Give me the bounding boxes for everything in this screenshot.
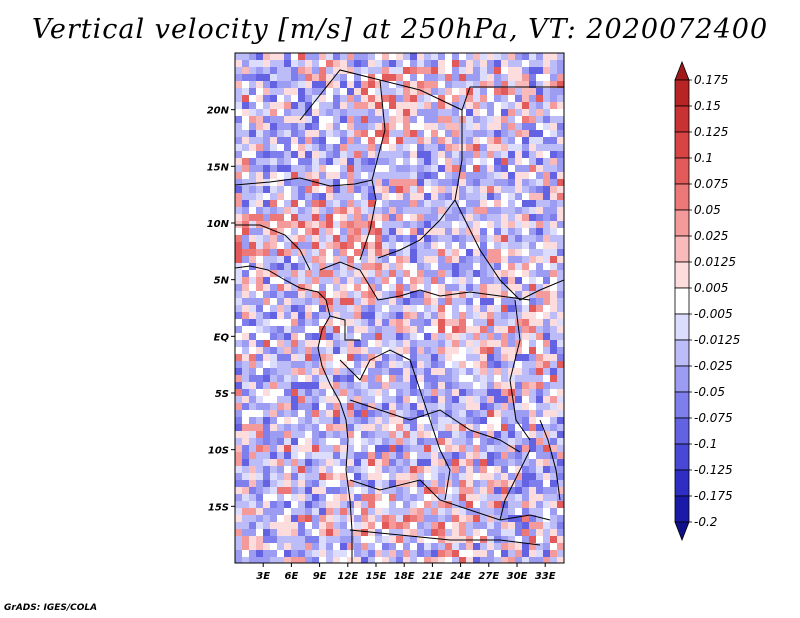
colorbar-label: -0.0125 bbox=[694, 333, 740, 347]
colorbar-label: -0.075 bbox=[694, 411, 733, 425]
lat-tick-label: 10S bbox=[208, 446, 229, 457]
colorbar-label: 0.175 bbox=[694, 73, 728, 87]
lon-tick-label: 12E bbox=[337, 571, 358, 582]
lat-tick-label: 5N bbox=[214, 276, 230, 287]
colorbar-segment bbox=[674, 365, 690, 393]
lon-tick-label: 27E bbox=[478, 571, 499, 582]
lon-tick-label: 30E bbox=[507, 571, 528, 582]
colorbar-label: 0.05 bbox=[694, 203, 721, 217]
colorbar-label: -0.2 bbox=[694, 515, 717, 529]
latitude-axis: 20N 15N 10N 5N EQ 5S 10S 15S bbox=[207, 106, 235, 513]
colorbar-segment bbox=[674, 287, 690, 315]
vertical-velocity-field bbox=[235, 53, 564, 563]
colorbar-top-arrow bbox=[674, 60, 690, 81]
colorbar-label: -0.125 bbox=[694, 463, 733, 477]
colorbar-label: 0.15 bbox=[694, 99, 721, 113]
lat-tick-label: 5S bbox=[215, 389, 229, 400]
lon-tick-label: 33E bbox=[535, 571, 556, 582]
colorbar-label: 0.005 bbox=[694, 281, 728, 295]
colorbar-label: 0.1 bbox=[694, 151, 713, 165]
lat-tick-label: 20N bbox=[207, 106, 230, 117]
colorbar: 0.175 0.15 0.125 0.1 0.075 0.05 0.025 0.0125 0.0… bbox=[674, 60, 740, 542]
lat-tick-label: 15N bbox=[207, 162, 230, 173]
colorbar-segment bbox=[674, 131, 690, 159]
colorbar-segment bbox=[674, 313, 690, 341]
colorbar-label: 0.075 bbox=[694, 177, 728, 191]
colorbar-segment bbox=[674, 157, 690, 185]
lat-tick-label: 15S bbox=[208, 502, 229, 513]
colorbar-segment bbox=[674, 79, 690, 107]
colorbar-label: -0.025 bbox=[694, 359, 733, 373]
lon-tick-label: 15E bbox=[366, 571, 387, 582]
credit-text: GrADS: IGES/COLA bbox=[4, 603, 98, 613]
lon-tick-label: 21E bbox=[422, 571, 443, 582]
lon-tick-label: 9E bbox=[313, 571, 327, 582]
colorbar-label: -0.1 bbox=[694, 437, 717, 451]
colorbar-segment bbox=[674, 495, 690, 523]
colorbar-label: 0.125 bbox=[694, 125, 728, 139]
colorbar-segment bbox=[674, 391, 690, 419]
colorbar-label: 0.0125 bbox=[694, 255, 736, 269]
colorbar-bottom-arrow bbox=[674, 521, 690, 542]
colorbar-label: -0.05 bbox=[694, 385, 725, 399]
colorbar-segment bbox=[674, 209, 690, 237]
chart-title: Vertical velocity [m/s] at 250hPa, VT: 2… bbox=[31, 14, 769, 45]
lat-tick-label: 10N bbox=[207, 219, 230, 230]
lon-tick-label: 6E bbox=[285, 571, 299, 582]
colorbar-label: 0.025 bbox=[694, 229, 728, 243]
colorbar-label: -0.005 bbox=[694, 307, 733, 321]
lon-tick-label: 3E bbox=[256, 571, 270, 582]
colorbar-segment bbox=[674, 469, 690, 497]
colorbar-segment bbox=[674, 443, 690, 471]
colorbar-segment bbox=[674, 235, 690, 263]
colorbar-segment bbox=[674, 105, 690, 133]
colorbar-label: -0.175 bbox=[694, 489, 733, 503]
longitude-axis: 3E 6E 9E 12E 15E 18E 21E 24E 27E 30E 33E bbox=[256, 563, 556, 582]
map-border bbox=[234, 52, 565, 564]
country-boundaries bbox=[235, 69, 564, 563]
colorbar-segment bbox=[674, 417, 690, 445]
lon-tick-label: 24E bbox=[450, 571, 471, 582]
colorbar-segment bbox=[674, 261, 690, 289]
lat-tick-label: EQ bbox=[214, 332, 230, 343]
lon-tick-label: 18E bbox=[394, 571, 415, 582]
colorbar-segment bbox=[674, 183, 690, 211]
colorbar-segment bbox=[674, 339, 690, 367]
